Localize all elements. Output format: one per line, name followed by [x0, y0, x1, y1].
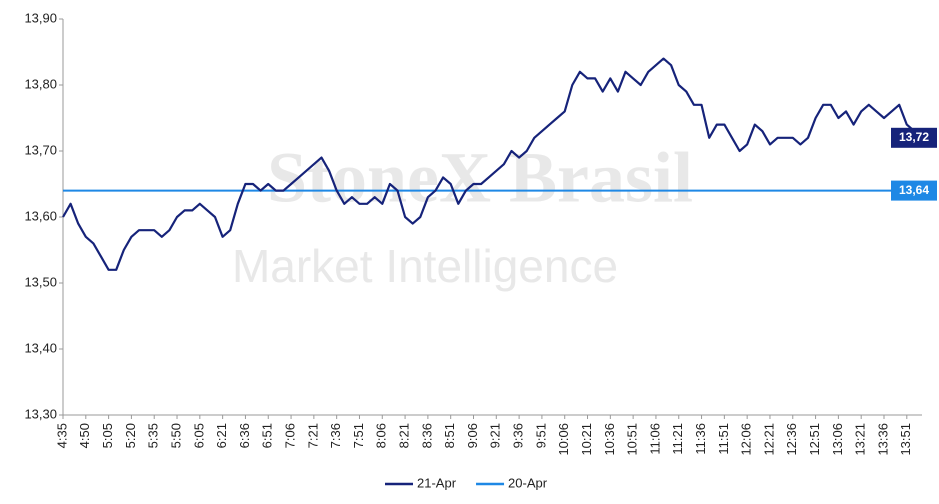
end-label-box — [891, 180, 937, 201]
y-tick-label: 13,30 — [24, 406, 57, 421]
end-label: 13,72 — [899, 130, 929, 144]
x-tick-label: 13:51 — [898, 423, 913, 456]
x-tick-label: 7:21 — [305, 423, 320, 448]
x-tick-label: 8:21 — [397, 423, 412, 448]
x-tick-label: 6:51 — [260, 423, 275, 448]
x-tick-label: 13:06 — [830, 423, 845, 456]
watermark: Market Intelligence — [232, 240, 618, 292]
x-tick-label: 12:51 — [807, 423, 822, 456]
x-tick-label: 13:21 — [853, 423, 868, 456]
x-tick-label: 5:05 — [100, 423, 115, 448]
y-tick-label: 13,80 — [24, 76, 57, 91]
x-tick-label: 6:36 — [237, 423, 252, 448]
x-tick-label: 11:21 — [670, 423, 685, 455]
x-tick-label: 7:06 — [282, 423, 297, 448]
end-label: 13,64 — [899, 183, 929, 197]
end-label-box — [891, 127, 937, 148]
x-tick-label: 12:36 — [784, 423, 799, 456]
x-tick-label: 9:06 — [465, 423, 480, 448]
x-tick-label: 13:36 — [875, 423, 890, 456]
x-tick-label: 10:36 — [602, 423, 617, 456]
x-tick-label: 12:21 — [761, 423, 776, 456]
x-tick-label: 10:51 — [625, 423, 640, 456]
watermark: StoneX Brasil — [267, 138, 693, 218]
x-tick-label: 9:36 — [511, 423, 526, 448]
x-tick-label: 8:36 — [419, 423, 434, 448]
y-tick-label: 13,60 — [24, 208, 57, 223]
x-tick-label: 11:06 — [647, 423, 662, 455]
x-tick-label: 10:21 — [579, 423, 594, 456]
x-tick-label: 4:50 — [77, 423, 92, 448]
y-tick-label: 13,50 — [24, 274, 57, 289]
x-tick-label: 6:05 — [191, 423, 206, 448]
x-tick-label: 5:20 — [123, 423, 138, 448]
x-tick-label: 5:50 — [168, 423, 183, 448]
x-tick-label: 4:35 — [54, 423, 69, 448]
x-tick-label: 9:51 — [533, 423, 548, 448]
x-tick-label: 5:35 — [146, 423, 161, 448]
x-tick-label: 11:36 — [693, 423, 708, 455]
legend-label: 20-Apr — [508, 475, 548, 490]
x-tick-label: 9:21 — [488, 423, 503, 448]
x-tick-label: 10:06 — [556, 423, 571, 456]
x-tick-label: 8:06 — [374, 423, 389, 448]
x-tick-label: 8:51 — [442, 423, 457, 448]
legend-label: 21-Apr — [417, 475, 457, 490]
x-tick-label: 7:36 — [328, 423, 343, 448]
series-line — [62, 57, 923, 271]
y-tick-label: 13,90 — [24, 10, 57, 25]
x-tick-label: 6:21 — [214, 423, 229, 448]
y-tick-label: 13,70 — [24, 142, 57, 157]
x-tick-label: 11:51 — [716, 423, 731, 455]
x-tick-label: 12:06 — [739, 423, 754, 456]
x-tick-label: 7:51 — [351, 423, 366, 448]
y-tick-label: 13,40 — [24, 340, 57, 355]
